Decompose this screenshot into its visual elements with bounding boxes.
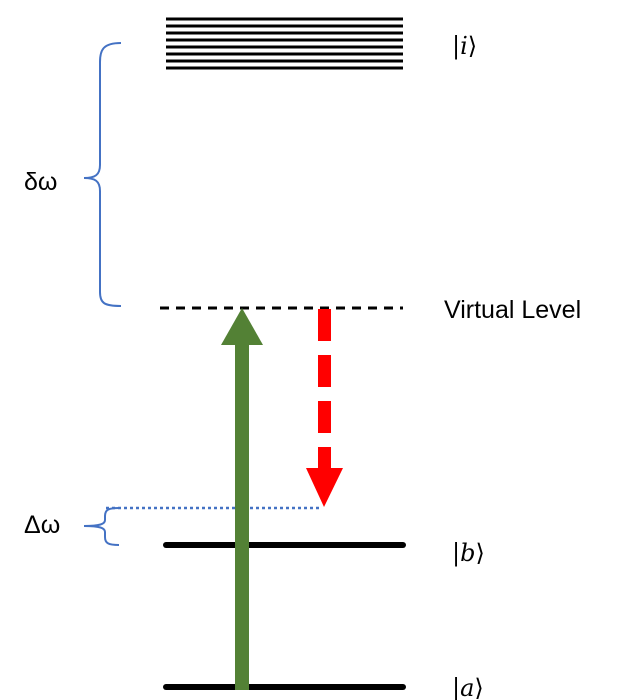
delta-small-label: δω [24, 168, 57, 196]
delta-large-bracket [83, 507, 120, 546]
intermediate-level-label: |i⟩ [452, 32, 477, 61]
virtual-level-label: Virtual Level [444, 296, 581, 324]
pump-arrow [221, 308, 263, 690]
delta-small-bracket [83, 42, 122, 307]
level-b-label: |b⟩ [452, 539, 485, 568]
stokes-arrow [306, 309, 343, 507]
intermediate-level-band [166, 17, 403, 70]
level-a-label: |a⟩ [452, 674, 484, 700]
delta-large-label: Δω [24, 511, 60, 539]
